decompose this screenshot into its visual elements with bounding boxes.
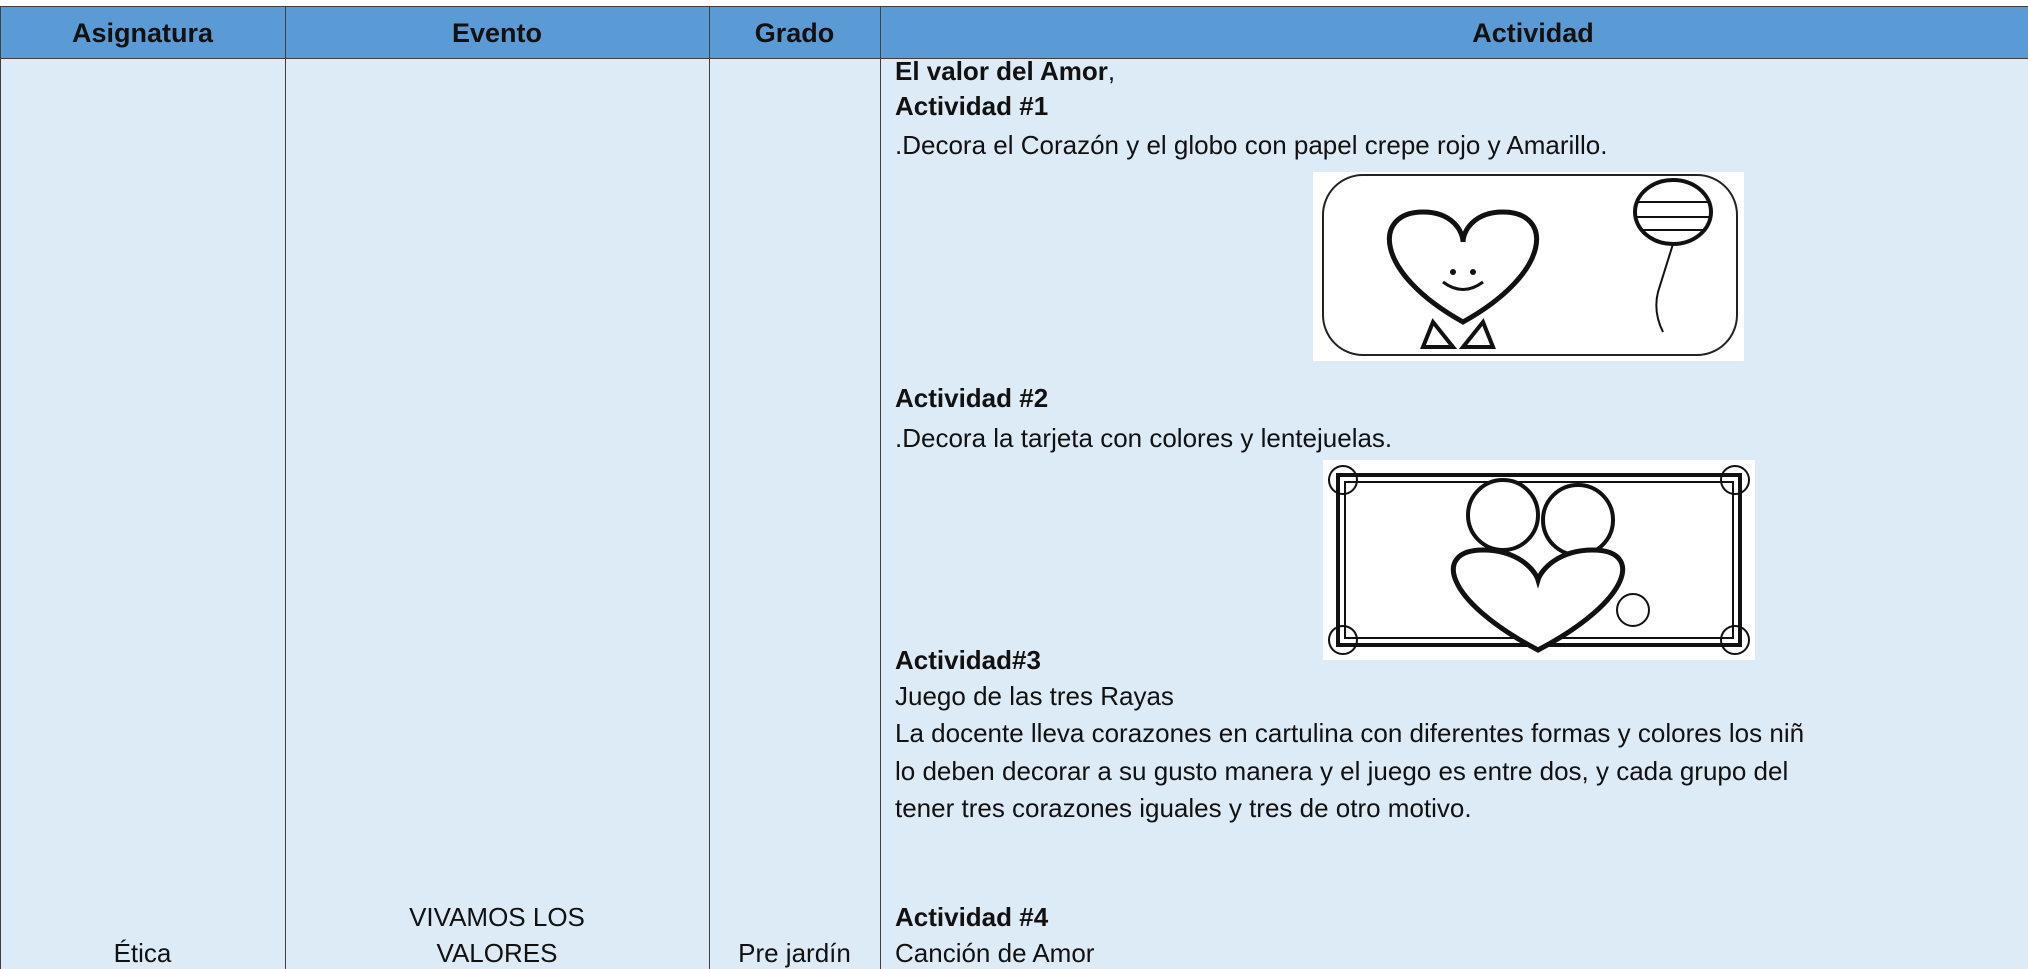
activity-line: Juego de las tres Rayas [895, 681, 1174, 711]
activity-line: lo deben decorar a su gusto manera y el … [895, 756, 1789, 786]
activity-line: .Decora la tarjeta con colores y lenteju… [895, 423, 1393, 453]
border [0, 6, 1, 969]
activity-line: .Decora el Corazón y el globo con papel … [895, 130, 1608, 160]
activity-line: La docente lleva corazones en cartulina … [895, 718, 1805, 748]
border [285, 6, 286, 969]
column-header: Grado [754, 18, 835, 48]
border [0, 58, 2028, 59]
heading: El valor del Amor [895, 56, 1108, 86]
heading-suffix: , [1107, 56, 1116, 86]
border [0, 6, 2028, 7]
activity-heading: El valor del Amor, [895, 55, 1115, 87]
header-row [0, 6, 2028, 58]
border [709, 6, 710, 969]
cell-evento: VIVAMOS LOS VALORES [409, 902, 585, 968]
activity-title: Actividad#3 [895, 645, 1041, 675]
activity-title: Actividad #2 [895, 383, 1049, 413]
column-header: Asignatura [71, 18, 214, 48]
activity-title: Actividad #1 [895, 91, 1049, 121]
card-image [1323, 460, 1755, 660]
cell-asignatura: Ética [113, 938, 172, 968]
border [880, 6, 881, 969]
column-header: Actividad [1472, 18, 1594, 48]
cell-grado: Pre jardín [738, 938, 851, 968]
activity-title: Actividad #4 [895, 902, 1049, 932]
heart-balloon-image [1313, 172, 1744, 361]
column-header: Evento [451, 18, 543, 48]
activity-line: tener tres corazones iguales y tres de o… [895, 793, 1472, 823]
activity-line: Canción de Amor [895, 938, 1095, 968]
